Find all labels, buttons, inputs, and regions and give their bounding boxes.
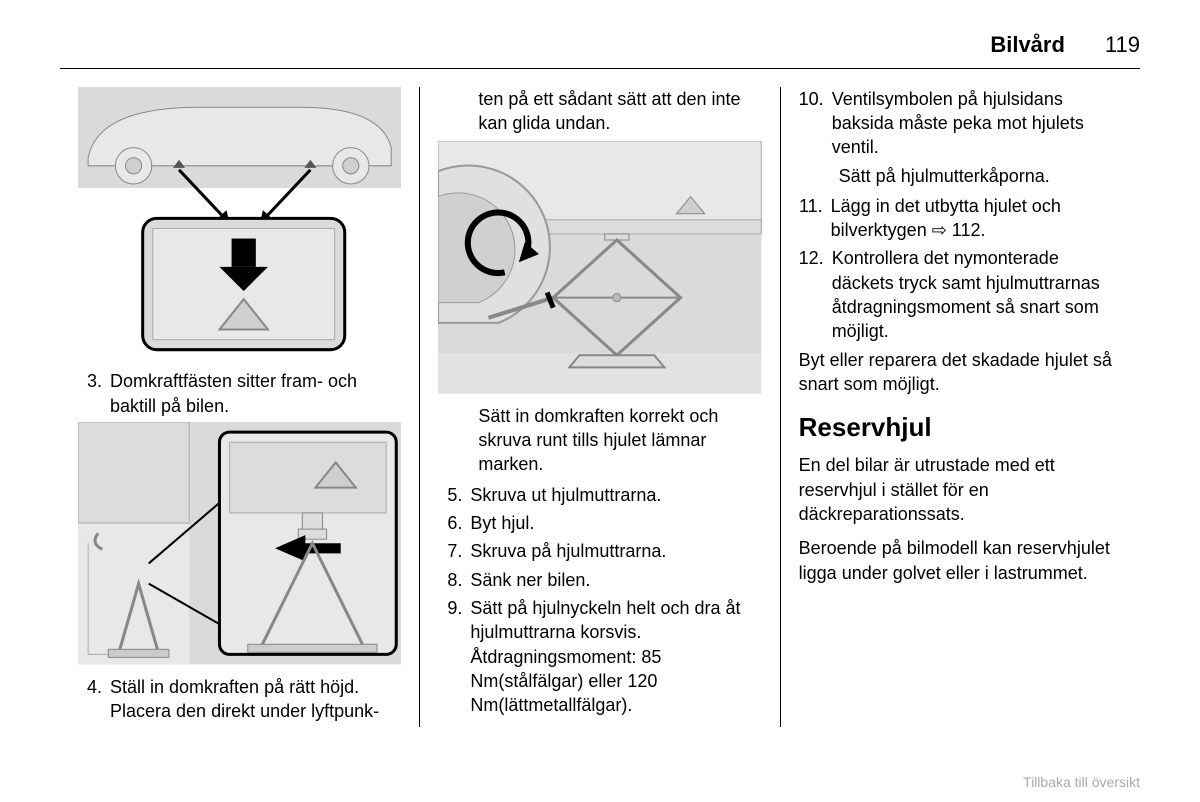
list-item-12: 12. Kontrollera det nymonterade däckets …: [799, 246, 1122, 343]
item10b: Sätt på hjulmutterkåporna.: [799, 164, 1122, 188]
list-item-7: 7. Skruva på hjulmuttrarna.: [438, 539, 761, 563]
list-item-9: 9. Sätt på hjulnyckeln helt och dra åt h…: [438, 596, 761, 717]
list-num: 10.: [799, 87, 832, 160]
list-num: 5.: [438, 483, 470, 507]
figure-scissor-jack: [438, 141, 761, 394]
list-item-5: 5. Skruva ut hjulmuttrarna.: [438, 483, 761, 507]
list-text: Ställ in domkraften på rätt höjd. Placer…: [110, 675, 401, 724]
list-num: 6.: [438, 511, 470, 535]
list-num: 8.: [438, 568, 470, 592]
column-2: ten på ett sådant sätt att den inte kan …: [419, 87, 779, 727]
list-item-10: 10. Ventilsymbolen på hjulsidans baksida…: [799, 87, 1122, 160]
column-3: 10. Ventilsymbolen på hjulsidans baksida…: [780, 87, 1140, 727]
back-to-overview-link[interactable]: Tillbaka till översikt: [1023, 773, 1140, 792]
list-text: Lägg in det utbytta hjulet och bilverkty…: [831, 194, 1122, 243]
list-num: 4.: [78, 675, 110, 724]
list-num: 9.: [438, 596, 470, 717]
page-number: 119: [1105, 30, 1140, 60]
page-header: Bilvård 119: [60, 30, 1140, 69]
paragraph: Beroende på bilmodell kan reservhjulet l…: [799, 536, 1122, 585]
list-text: Skruva på hjulmuttrarna.: [470, 539, 761, 563]
list-text: Domkraftfästen sitter fram- och baktill …: [110, 369, 401, 418]
list-text: Ventilsymbolen på hjulsidans baksida mås…: [832, 87, 1122, 160]
paragraph: Byt eller reparera det skadade hjulet så…: [799, 348, 1122, 397]
after-figure-text: Sätt in domkraften korrekt och skruva ru…: [438, 404, 761, 477]
list-num: 3.: [78, 369, 110, 418]
list-item-3: 3. Domkraftfästen sitter fram- och bakti…: [78, 369, 401, 418]
list-text: Skruva ut hjulmuttrarna.: [470, 483, 761, 507]
list-text: Sänk ner bilen.: [470, 568, 761, 592]
list-text: Byt hjul.: [470, 511, 761, 535]
continuation-text: ten på ett sådant sätt att den inte kan …: [438, 87, 761, 136]
list-item-8: 8. Sänk ner bilen.: [438, 568, 761, 592]
column-1: 3. Domkraftfästen sitter fram- och bakti…: [60, 87, 419, 727]
list-text: Sätt på hjulnyckeln helt och dra åt hjul…: [470, 596, 761, 717]
figure-jack-under-sill: [78, 422, 401, 664]
list-num: 11.: [799, 194, 831, 243]
list-item-4: 4. Ställ in domkraften på rätt höjd. Pla…: [78, 675, 401, 724]
list-text: Kontrollera det nymonterade däckets tryc…: [832, 246, 1122, 343]
figure-jack-points: [78, 87, 401, 360]
content-columns: 3. Domkraftfästen sitter fram- och bakti…: [60, 87, 1140, 727]
section-title: Bilvård: [990, 30, 1065, 60]
list-item-6: 6. Byt hjul.: [438, 511, 761, 535]
list-item-11: 11. Lägg in det utbytta hjulet och bilve…: [799, 194, 1122, 243]
list-num: 12.: [799, 246, 832, 343]
heading-reservhjul: Reservhjul: [799, 410, 1122, 445]
list-num: 7.: [438, 539, 470, 563]
paragraph: En del bilar är utrustade med ett reserv…: [799, 453, 1122, 526]
